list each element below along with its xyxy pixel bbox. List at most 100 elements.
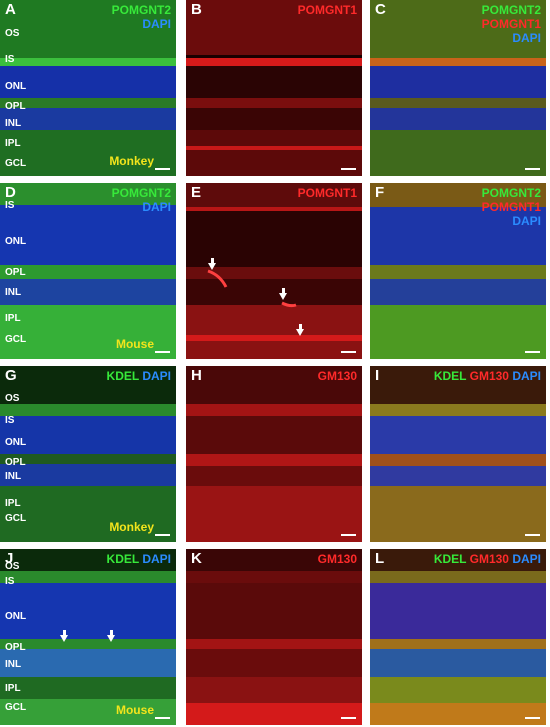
marker-label: POMGNT1 [481, 200, 541, 214]
marker-label: KDEL [433, 369, 467, 383]
layer-label: IPL [5, 313, 21, 324]
panel-h: H GM130 [186, 366, 362, 542]
arrow-icon [208, 258, 216, 270]
marker-label: POMGNT2 [481, 186, 541, 200]
marker-label: POMGNT2 [111, 186, 171, 200]
panel-letter: L [375, 550, 385, 567]
scale-bar [155, 717, 170, 719]
marker-label: DAPI [142, 17, 171, 31]
panel-letter: C [375, 1, 386, 18]
marker-label: DAPI [142, 369, 171, 383]
panel-g: G KDEL DAPI OS IS ONL OPL INL IPL GCL Mo… [0, 366, 176, 542]
species-label: Monkey [109, 520, 154, 534]
scale-bar [525, 717, 540, 719]
panel-l: L KDEL GM130 DAPI [370, 549, 546, 725]
layer-label: INL [5, 287, 22, 298]
panel-letter: A [5, 1, 16, 18]
layer-label: INL [5, 118, 22, 129]
panel-f: F POMGNT2 POMGNT1 DAPI [370, 183, 546, 359]
arrow-icon [296, 324, 304, 336]
panel-b: B POMGNT1 [186, 0, 362, 176]
scale-bar [341, 717, 356, 719]
layer-label: IS [5, 415, 15, 426]
marker-label: DAPI [142, 200, 171, 214]
scale-bar [341, 534, 356, 536]
layer-label: ONL [5, 437, 27, 448]
layer-label: OS [5, 28, 20, 39]
layer-label: GCL [5, 702, 27, 713]
marker-label: DAPI [512, 31, 541, 45]
layer-label: OPL [5, 642, 26, 653]
panel-a: A POMGNT2 DAPI OS IS ONL OPL INL IPL GCL… [0, 0, 176, 176]
marker-label: POMGNT1 [297, 186, 357, 200]
arrow-icon [60, 630, 68, 642]
species-label: Monkey [109, 154, 154, 168]
layer-label: IS [5, 54, 15, 65]
scale-bar [155, 534, 170, 536]
layer-label: GCL [5, 513, 27, 524]
layer-label: ONL [5, 81, 27, 92]
micrograph-a [0, 0, 176, 176]
panel-letter: J [5, 550, 14, 567]
layer-label: IPL [5, 138, 21, 149]
panel-j: J KDEL DAPI OS IS ONL OPL INL IPL GCL Mo… [0, 549, 176, 725]
layer-label: INL [5, 659, 22, 670]
panel-letter: E [191, 184, 202, 201]
micrograph-c [370, 0, 546, 176]
marker-label: GM130 [469, 369, 509, 383]
marker-label: DAPI [512, 552, 541, 566]
panel-k: K GM130 [186, 549, 362, 725]
micrograph-f [370, 183, 546, 359]
micrograph-i [370, 366, 546, 542]
scale-bar [155, 168, 170, 170]
marker-label: KDEL [106, 369, 139, 383]
marker-label: GM130 [469, 552, 509, 566]
arrow-icon [107, 630, 115, 642]
marker-label: POMGNT2 [111, 3, 171, 17]
layer-label: OS [5, 393, 20, 404]
layer-label: OS [5, 561, 20, 572]
layer-label: OPL [5, 101, 26, 112]
panel-letter: D [5, 184, 16, 201]
marker-label: KDEL [106, 552, 139, 566]
layer-label: IS [5, 200, 15, 211]
marker-label: DAPI [512, 214, 541, 228]
micrograph-b [186, 0, 362, 176]
layer-label: IPL [5, 498, 21, 509]
marker-label: GM130 [317, 369, 357, 383]
layer-label: OPL [5, 267, 26, 278]
panel-letter: I [375, 367, 380, 384]
panel-letter: F [375, 184, 385, 201]
marker-label: DAPI [512, 369, 541, 383]
marker-label: POMGNT2 [481, 3, 541, 17]
panel-i: I KDEL GM130 DAPI [370, 366, 546, 542]
panel-e: E POMGNT1 [186, 183, 362, 359]
panel-letter: H [191, 367, 202, 384]
marker-label: POMGNT1 [481, 17, 541, 31]
panel-letter: K [191, 550, 202, 567]
scale-bar [155, 351, 170, 353]
scale-bar [341, 351, 356, 353]
micrograph-e [186, 183, 362, 359]
panel-d: D POMGNT2 DAPI IS ONL OPL INL IPL GCL Mo… [0, 183, 176, 359]
micrograph-d [0, 183, 176, 359]
scale-bar [525, 168, 540, 170]
marker-label: KDEL [433, 552, 467, 566]
marker-label: GM130 [317, 552, 357, 566]
species-label: Mouse [115, 703, 154, 717]
scale-bar [525, 534, 540, 536]
panel-letter: G [5, 367, 17, 384]
layer-label: INL [5, 471, 22, 482]
species-label: Mouse [115, 337, 154, 351]
layer-label: IPL [5, 683, 21, 694]
marker-label: DAPI [142, 552, 171, 566]
layer-label: GCL [5, 334, 27, 345]
panel-c: C POMGNT2 POMGNT1 DAPI [370, 0, 546, 176]
layer-label: IS [5, 576, 15, 587]
arrow-icon [279, 288, 287, 300]
micrograph-l [370, 549, 546, 725]
micrograph-h [186, 366, 362, 542]
scale-bar [341, 168, 356, 170]
micrograph-g [0, 366, 176, 542]
layer-label: GCL [5, 158, 27, 169]
